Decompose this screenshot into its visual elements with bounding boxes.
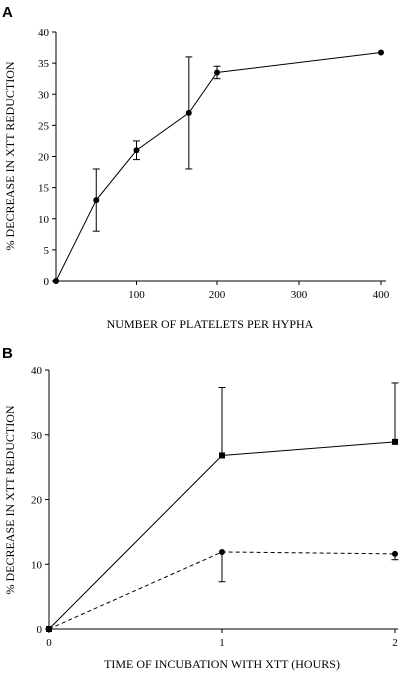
y-tick-label: 15 bbox=[38, 183, 50, 195]
panel-a-error-bars bbox=[92, 56, 221, 232]
panel-a-series-lines bbox=[55, 52, 382, 282]
data-point bbox=[392, 550, 398, 557]
x-tick-label: 400 bbox=[373, 289, 390, 301]
panel-a-tick-labels: 0 5 10 15 20 25 30 35 40 100 200 300 400 bbox=[38, 27, 390, 301]
panel-b-x-axis-label: TIME OF INCUBATION WITH XTT (HOURS) bbox=[104, 657, 340, 671]
y-tick-label: 0 bbox=[44, 276, 50, 288]
panel-a-x-axis-label: NUMBER OF PLATELETS PER HYPHA bbox=[107, 317, 314, 331]
panel-b-label: B bbox=[2, 345, 13, 362]
chart-panel-a: A 0 5 10 15 20 25 30 35 40 100 200 300 400 NUMBER OF… bbox=[2, 4, 390, 331]
panel-a-label: A bbox=[2, 4, 13, 21]
y-tick-label: 40 bbox=[31, 365, 43, 377]
x-tick-label: 100 bbox=[128, 289, 145, 301]
y-tick-label: 20 bbox=[38, 152, 50, 164]
x-tick-label: 300 bbox=[291, 289, 308, 301]
panel-a-markers bbox=[53, 49, 384, 284]
y-tick-label: 20 bbox=[31, 495, 43, 507]
panel-b-axes bbox=[45, 369, 398, 633]
data-point bbox=[133, 147, 140, 154]
series-line bbox=[48, 441, 396, 630]
y-tick-label: 0 bbox=[37, 624, 43, 636]
data-point bbox=[219, 548, 225, 555]
panel-a-y-axis-label: % DECREASE IN XTT REDUCTION bbox=[3, 61, 17, 250]
x-tick-label: 2 bbox=[392, 637, 398, 649]
panel-b-error-bars bbox=[218, 382, 399, 583]
data-point bbox=[214, 69, 220, 76]
panel-b-tick-labels: 0 10 20 30 40 0 1 2 bbox=[31, 365, 398, 649]
y-tick-label: 30 bbox=[31, 430, 43, 442]
series-line bbox=[55, 52, 382, 282]
data-point bbox=[93, 197, 100, 204]
y-tick-label: 35 bbox=[38, 58, 50, 70]
x-tick-label: 0 bbox=[46, 637, 52, 649]
y-tick-label: 25 bbox=[38, 120, 50, 132]
y-tick-label: 30 bbox=[38, 89, 50, 101]
y-tick-label: 40 bbox=[38, 27, 50, 39]
panel-a-axes bbox=[52, 31, 386, 285]
y-tick-label: 10 bbox=[31, 559, 43, 571]
data-point bbox=[53, 278, 59, 284]
data-point bbox=[392, 438, 398, 445]
x-tick-label: 1 bbox=[219, 637, 225, 649]
y-tick-label: 5 bbox=[44, 245, 50, 257]
data-point bbox=[185, 109, 192, 116]
data-point bbox=[378, 49, 384, 56]
x-tick-label: 200 bbox=[209, 289, 226, 301]
data-point bbox=[46, 626, 52, 632]
panel-b-markers bbox=[46, 438, 398, 632]
y-tick-label: 10 bbox=[38, 214, 50, 226]
panel-b-y-axis-label: % DECREASE IN XTT REDUCTION bbox=[3, 405, 17, 594]
chart-panel-b: B 0 10 20 30 40 0 1 2 TIME OF INCUBATION WITH X… bbox=[2, 345, 399, 671]
panel-b-series-lines bbox=[48, 441, 396, 630]
data-point bbox=[219, 452, 225, 459]
